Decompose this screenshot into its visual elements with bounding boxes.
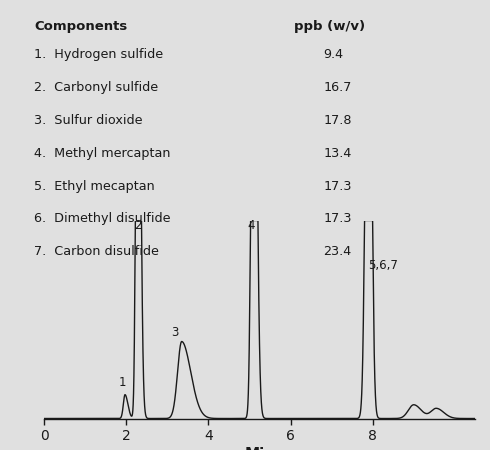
Text: 6.  Dimethyl disulfide: 6. Dimethyl disulfide xyxy=(34,212,171,225)
X-axis label: Min: Min xyxy=(244,447,275,450)
Text: 17.3: 17.3 xyxy=(323,180,352,193)
Text: Components: Components xyxy=(34,20,127,33)
Text: 23.4: 23.4 xyxy=(323,245,352,258)
Text: 2.  Carbonyl sulfide: 2. Carbonyl sulfide xyxy=(34,81,158,94)
Text: 17.3: 17.3 xyxy=(323,212,352,225)
Text: 2: 2 xyxy=(134,219,142,231)
Text: 13.4: 13.4 xyxy=(323,147,352,160)
Text: 4: 4 xyxy=(247,219,255,231)
Text: 7.  Carbon disulfide: 7. Carbon disulfide xyxy=(34,245,159,258)
Text: 16.7: 16.7 xyxy=(323,81,352,94)
Text: 9.4: 9.4 xyxy=(323,48,343,61)
Text: 5.  Ethyl mecaptan: 5. Ethyl mecaptan xyxy=(34,180,155,193)
Text: 4.  Methyl mercaptan: 4. Methyl mercaptan xyxy=(34,147,171,160)
Text: 3: 3 xyxy=(172,326,179,339)
Text: 1.  Hydrogen sulfide: 1. Hydrogen sulfide xyxy=(34,48,164,61)
Text: 5,6,7: 5,6,7 xyxy=(368,259,397,272)
Text: 1: 1 xyxy=(119,376,126,389)
Text: ppb (w/v): ppb (w/v) xyxy=(294,20,365,33)
Text: 3.  Sulfur dioxide: 3. Sulfur dioxide xyxy=(34,114,143,127)
Text: 17.8: 17.8 xyxy=(323,114,352,127)
